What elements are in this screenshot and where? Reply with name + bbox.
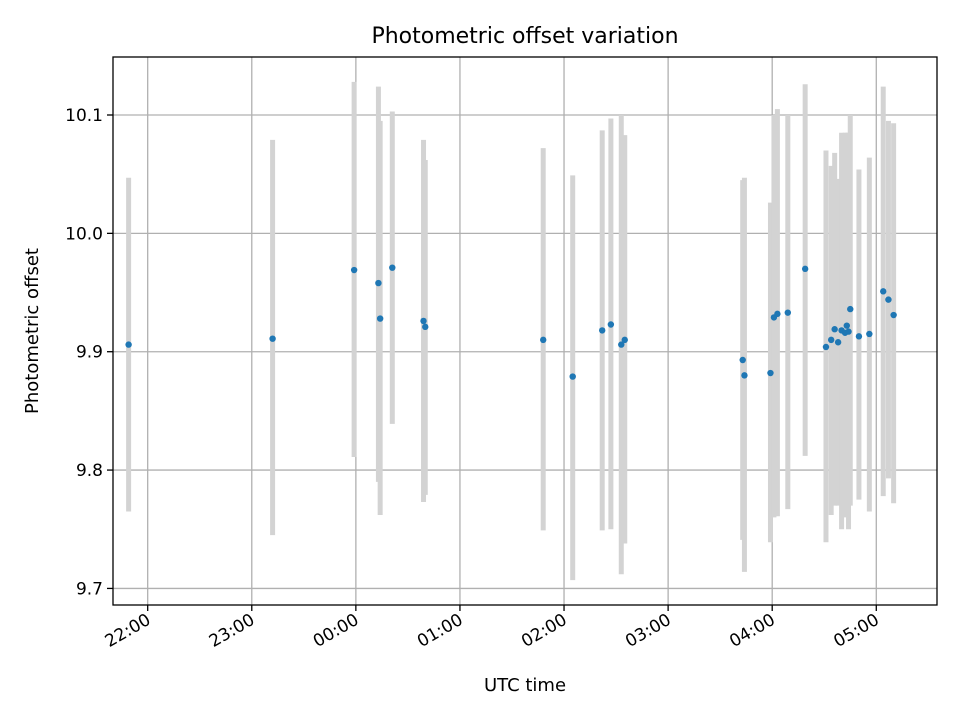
data-point: [618, 341, 625, 348]
x-axis-label: UTC time: [484, 675, 566, 696]
data-point: [801, 265, 809, 273]
data-point: [827, 336, 835, 344]
data-point: [767, 369, 774, 377]
y-axis-label: Photometric offset: [22, 248, 43, 414]
data-point: [125, 341, 132, 348]
data-point: [831, 326, 838, 333]
data-point: [855, 333, 863, 340]
data-point: [420, 317, 427, 325]
data-point: [607, 321, 615, 328]
data-point: [845, 328, 852, 335]
grid-layer: [113, 57, 937, 605]
x-axis: 22:00 23:00 00:00 01:00 02:00 03:00 04:00 05:00: [102, 605, 883, 652]
x-tick-label: 01:00: [414, 610, 466, 652]
errorbar-layer: [126, 81, 897, 581]
data-point: [739, 356, 746, 364]
y-tick-label: 10.0: [65, 224, 103, 244]
data-point: [822, 343, 830, 351]
data-point: [885, 296, 892, 303]
chart-title: Photometric offset variation: [371, 24, 678, 49]
data-point: [375, 279, 382, 287]
data-point: [569, 373, 576, 380]
data-point: [774, 310, 781, 318]
plot-frame: [112, 56, 938, 606]
data-point: [834, 339, 842, 346]
data-point: [350, 266, 358, 274]
data-point: [880, 288, 887, 295]
x-tick-label: 03:00: [622, 610, 674, 652]
data-point: [741, 372, 748, 379]
x-tick-label: 23:00: [206, 610, 258, 652]
data-point: [389, 264, 396, 271]
y-tick-label: 9.9: [76, 343, 103, 363]
data-point: [621, 336, 628, 344]
x-tick-label: 02:00: [518, 610, 570, 652]
data-point: [843, 322, 850, 329]
data-point: [890, 311, 897, 319]
data-point: [598, 327, 606, 334]
point-layer: [125, 264, 897, 380]
x-tick-label: 05:00: [830, 610, 882, 652]
y-tick-label: 10.1: [65, 106, 103, 126]
data-point: [847, 305, 854, 313]
y-tick-label: 9.7: [76, 579, 103, 599]
data-point: [784, 309, 792, 316]
x-tick-label: 00:00: [310, 610, 362, 652]
data-point: [422, 323, 429, 331]
data-point: [269, 335, 276, 342]
y-tick-label: 9.8: [76, 461, 103, 481]
x-tick-label: 04:00: [726, 610, 778, 652]
data-point: [540, 336, 547, 344]
data-point: [376, 315, 384, 322]
x-tick-label: 22:00: [102, 610, 154, 652]
y-axis: 9.7 9.8 9.9 10.0 10.1: [65, 106, 113, 599]
data-point: [866, 330, 873, 338]
